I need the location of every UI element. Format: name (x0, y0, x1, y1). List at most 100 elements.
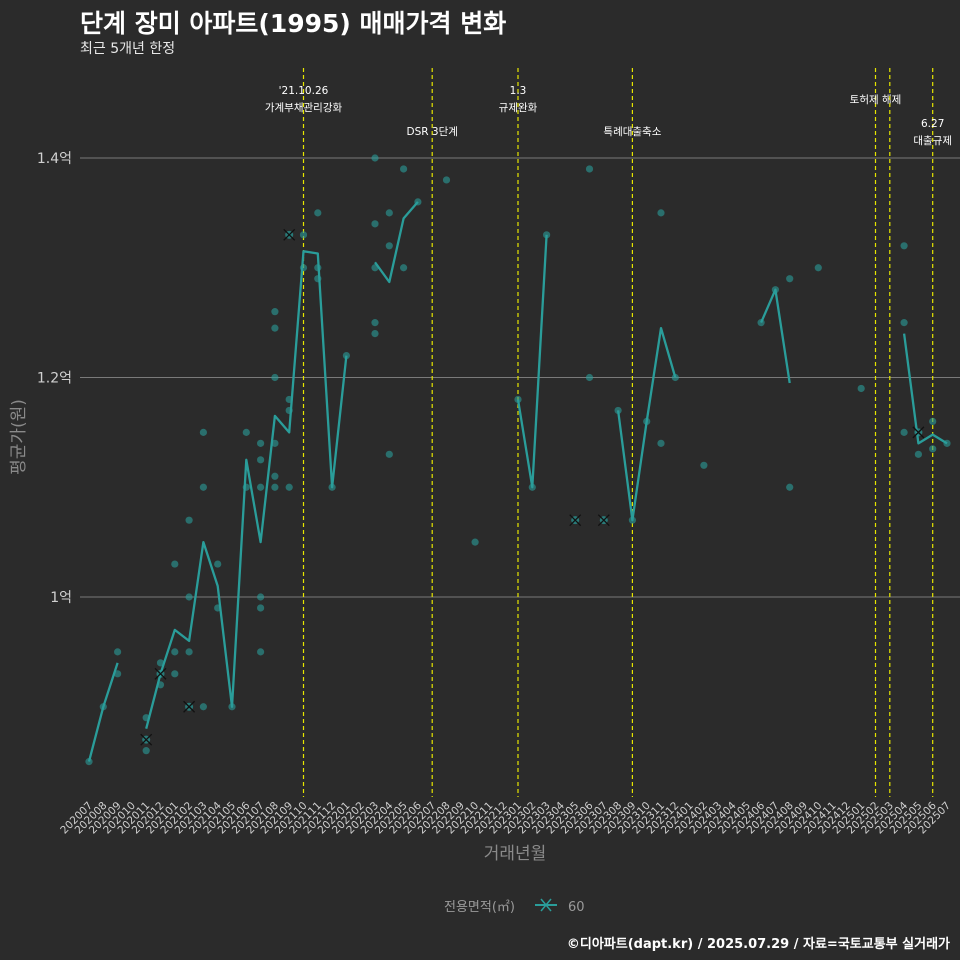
x-axis-ticks: 2020072020082020092020102020112020122021… (58, 799, 953, 836)
legend-title: 전용면적(㎡) (444, 900, 515, 915)
data-point (400, 264, 408, 272)
series-line-60 (760, 288, 791, 384)
data-point (257, 439, 265, 447)
legend-label: 60 (568, 900, 585, 915)
data-point (471, 538, 479, 546)
data-point (257, 483, 265, 491)
data-point (199, 703, 207, 711)
y-tick-label: 1억 (50, 590, 72, 606)
data-point (700, 461, 708, 469)
data-point (271, 324, 279, 332)
y-axis-label: 평균가(원) (9, 399, 29, 475)
chart-subtitle: 최근 5개년 한정 (80, 41, 176, 57)
series-line-60 (902, 333, 948, 445)
data-point (271, 472, 279, 480)
data-point (814, 264, 822, 272)
data-point (657, 209, 665, 217)
data-point (786, 483, 794, 491)
y-axis-ticks: 1억 1.2억 1.4억 (37, 151, 72, 606)
data-point (171, 670, 179, 678)
data-point (900, 428, 908, 436)
data-point (857, 384, 865, 393)
data-point (271, 308, 279, 316)
data-point (257, 604, 265, 612)
source-caption: ©디아파트(dapt.kr) / 2025.07.29 / 자료=국토교통부 실… (566, 937, 950, 952)
data-point (257, 456, 265, 464)
data-point (199, 483, 207, 491)
data-point (400, 165, 408, 173)
series-line-60 (87, 662, 119, 762)
data-point (442, 176, 451, 184)
data-point (671, 373, 679, 382)
data-point (185, 593, 193, 601)
data-point (185, 648, 193, 656)
annotation-label: 6.27 (921, 118, 944, 130)
x-marker-stroke (569, 514, 582, 527)
y-tick-label: 1.4억 (37, 151, 72, 167)
data-point (257, 648, 265, 656)
data-point (299, 231, 308, 239)
x-marker (912, 426, 925, 439)
data-point (171, 648, 179, 656)
data-point (514, 395, 522, 404)
data-point (257, 593, 265, 601)
data-point (385, 242, 393, 250)
chart-title: 단계 장미 아파트(1995) 매매가격 변화 (80, 9, 507, 38)
annotation-label: DSR 3단계 (407, 126, 458, 138)
data-point (371, 330, 379, 338)
x-marker-stroke (597, 514, 610, 527)
data-point (657, 439, 665, 447)
data-point (242, 428, 250, 436)
annotation-label: 특례대출축소 (603, 126, 661, 138)
data-point (914, 450, 923, 458)
x-markers (140, 228, 925, 746)
annotation-label: 1.3 (510, 85, 527, 97)
data-point (371, 319, 379, 327)
data-point (385, 209, 393, 217)
data-point (385, 450, 393, 458)
data-point (142, 747, 150, 755)
x-marker (597, 514, 610, 527)
x-marker-stroke (183, 700, 196, 713)
annotation-label: 대출규제 (913, 135, 952, 147)
annotation-label: 토허제 해제 (850, 93, 902, 106)
annotation-label: 가계부채관리강화 (265, 102, 343, 114)
data-point (171, 560, 179, 568)
data-point (585, 373, 594, 382)
data-point (929, 445, 937, 453)
series-line-60 (374, 201, 419, 284)
x-marker-stroke (912, 426, 925, 439)
annotation-label: '21.10.26 (279, 85, 329, 97)
legend: 전용면적(㎡) 60 (444, 898, 585, 915)
data-point (786, 275, 794, 283)
data-point (342, 351, 350, 360)
data-point (585, 165, 594, 173)
data-point (371, 220, 379, 228)
data-point (85, 758, 93, 766)
annotation-label: 규제완화 (499, 101, 538, 114)
series-line-60 (616, 326, 677, 522)
series-lines (87, 201, 948, 762)
x-marker (283, 228, 296, 241)
data-point (314, 209, 322, 217)
data-point (114, 648, 122, 656)
x-marker-stroke (154, 667, 167, 680)
gridlines (80, 157, 960, 598)
x-axis-label: 거래년월 (484, 844, 547, 864)
x-marker (183, 700, 196, 713)
data-point (271, 373, 279, 382)
x-marker-stroke (283, 228, 296, 241)
data-point (929, 417, 937, 425)
data-point (199, 428, 207, 436)
data-point (185, 516, 193, 524)
data-point (271, 483, 279, 491)
series-line-60 (516, 234, 548, 489)
x-marker-stroke (140, 733, 153, 746)
legend-key (535, 898, 557, 912)
legend-x-stroke (540, 898, 552, 912)
data-point (900, 319, 908, 327)
data-point (285, 483, 293, 491)
x-marker (154, 667, 167, 680)
